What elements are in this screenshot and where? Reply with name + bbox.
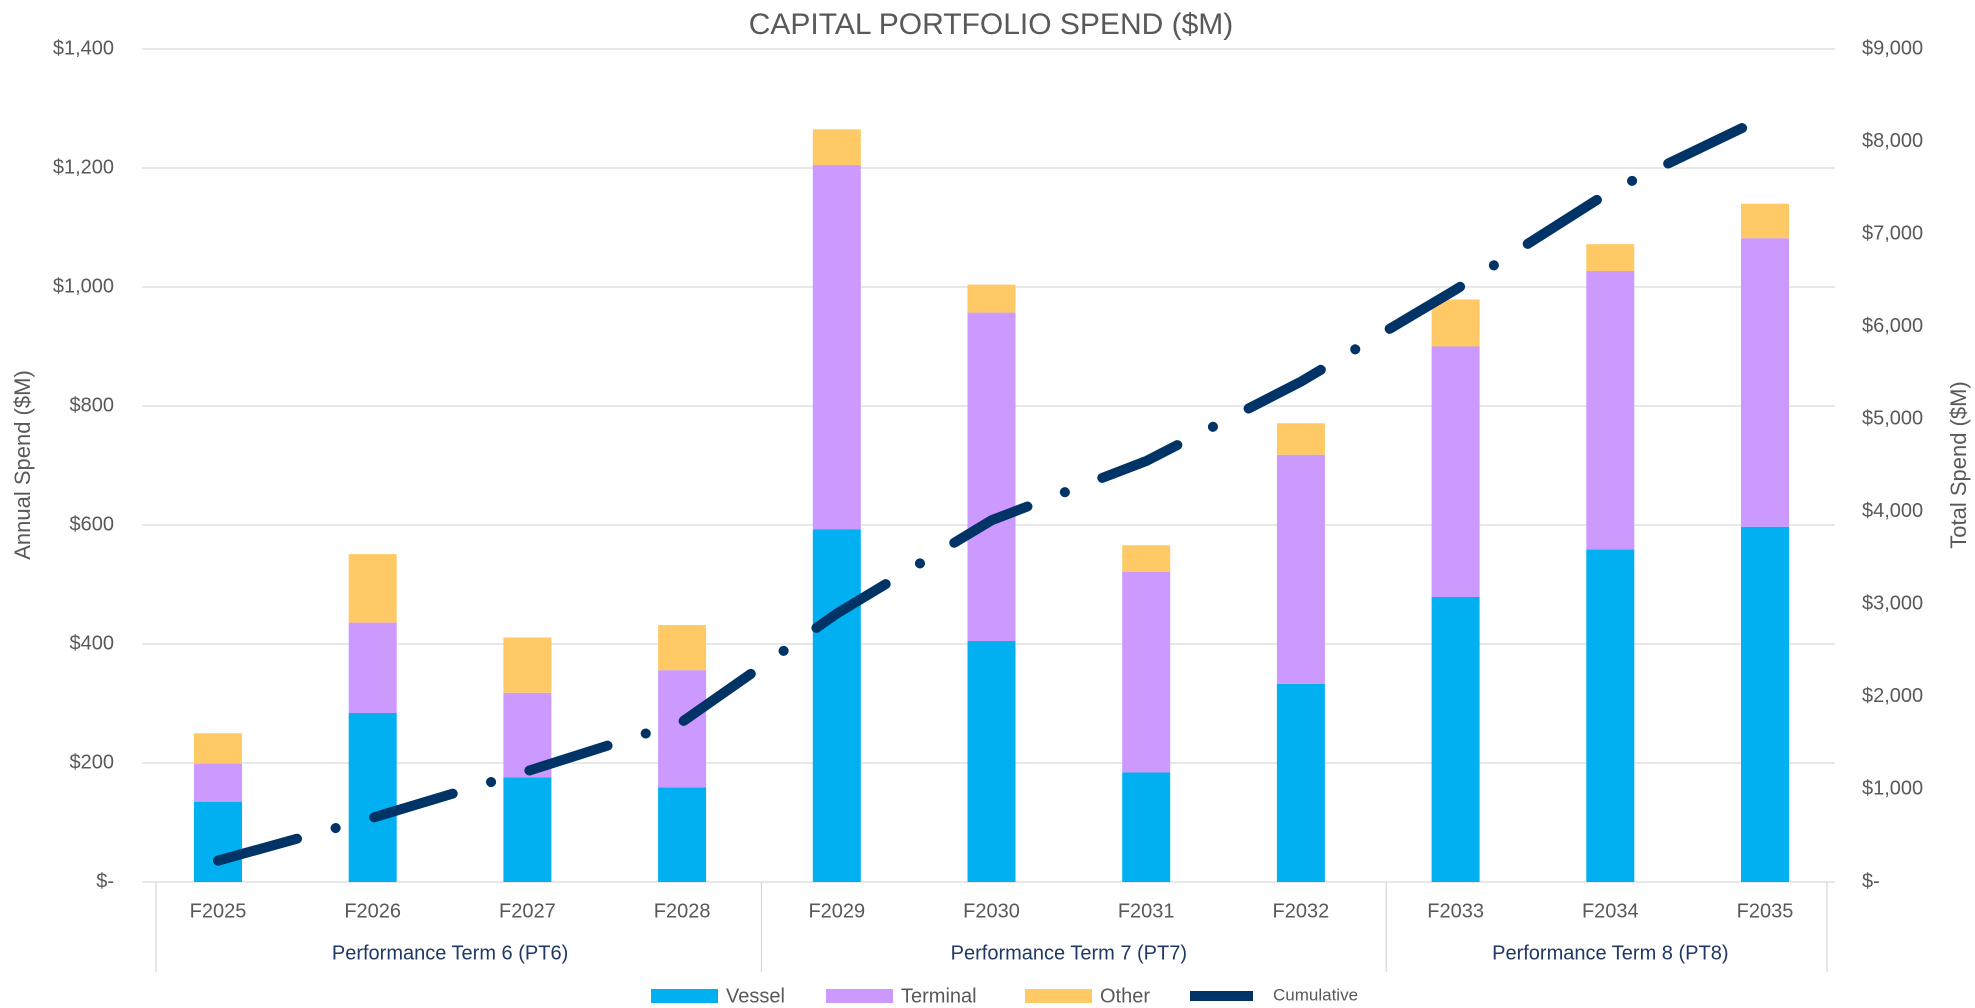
bar-segment [348,622,397,714]
bar-segment [967,641,1016,882]
bar-segment [658,787,707,882]
legend-label: Cumulative [1273,985,1358,1004]
x-tick-label: F2026 [344,900,401,922]
y2-tick-label: $8,000 [1862,130,1923,152]
x-tick-label: F2027 [499,900,556,922]
x-tick-label: F2025 [190,900,247,922]
bar-segment [1741,526,1789,882]
bar-segment [503,637,552,693]
y2-tick-label: $1,000 [1862,778,1923,800]
legend-swatch [651,989,718,1003]
legend-label: Vessel [726,985,785,1007]
y2-tick-label: $7,000 [1862,222,1923,244]
bar-segment [1586,270,1635,550]
bar-segment [1122,545,1171,573]
bar-segment [1276,454,1325,684]
bar-segment [1122,572,1171,773]
y2-tick-label: $5,000 [1862,408,1923,430]
bar-segment [1741,238,1789,527]
group-label: Performance Term 8 (PT8) [1492,942,1728,964]
x-tick-label: F2028 [654,900,711,922]
bar-segment [967,284,1016,313]
y2-tick-label: $2,000 [1862,685,1923,707]
bar-segment [1431,346,1480,597]
y2-tick-label: $9,000 [1862,37,1923,59]
bar-segment [194,733,242,764]
bar-segment [194,763,242,802]
y2-tick-label: $4,000 [1862,500,1923,522]
legend-label: Terminal [901,985,977,1007]
x-tick-label: F2035 [1737,900,1794,922]
bar-segment [658,670,707,788]
x-tick-label: F2029 [808,900,865,922]
y-tick-label: $1,000 [53,275,114,297]
bar-segment [658,624,707,671]
bar-segment [812,129,861,166]
bar-segment [1741,203,1789,239]
bar-segment [348,713,397,882]
x-tick-label: F2032 [1273,900,1330,922]
y2-tick-label: $- [1862,870,1880,892]
bar-segment [1276,683,1325,882]
cumulative-line [213,112,1770,866]
group-label: Performance Term 6 (PT6) [332,942,568,964]
y-tick-label: $1,400 [53,37,114,59]
legend-swatch [1025,989,1092,1003]
y-tick-label: $200 [70,751,115,773]
x-tick-label: F2030 [963,900,1020,922]
x-tick-label: F2034 [1582,900,1639,922]
y-tick-label: $400 [70,632,115,654]
bar-segment [1276,423,1325,455]
bar-segment [1431,299,1480,347]
y-tick-label: $600 [70,513,115,535]
y2-tick-label: $6,000 [1862,315,1923,337]
chart-title: CAPITAL PORTFOLIO SPEND ($M) [749,8,1234,41]
group-label: Performance Term 7 (PT7) [951,942,1187,964]
bar-segment [1586,549,1635,882]
bar-segment [812,529,861,882]
bar-segment [194,801,242,882]
bar-segment [967,312,1016,642]
bar-segment [348,554,397,623]
bar-segment [1431,596,1480,882]
bar-segment [812,165,861,530]
bar-segment [1122,772,1171,882]
bar-segment [503,777,552,882]
legend-swatch [826,989,893,1003]
y2-axis-title: Total Spend ($M) [1946,381,1971,549]
y2-tick-label: $3,000 [1862,593,1923,615]
legend-label: Other [1100,985,1150,1007]
y-tick-label: $1,200 [53,156,114,178]
x-tick-label: F2033 [1427,900,1484,922]
x-tick-label: F2031 [1118,900,1175,922]
y-tick-label: $- [96,870,114,892]
y-tick-label: $800 [70,394,115,416]
bar-segment [1586,244,1635,271]
y-axis-title: Annual Spend ($M) [10,370,35,560]
